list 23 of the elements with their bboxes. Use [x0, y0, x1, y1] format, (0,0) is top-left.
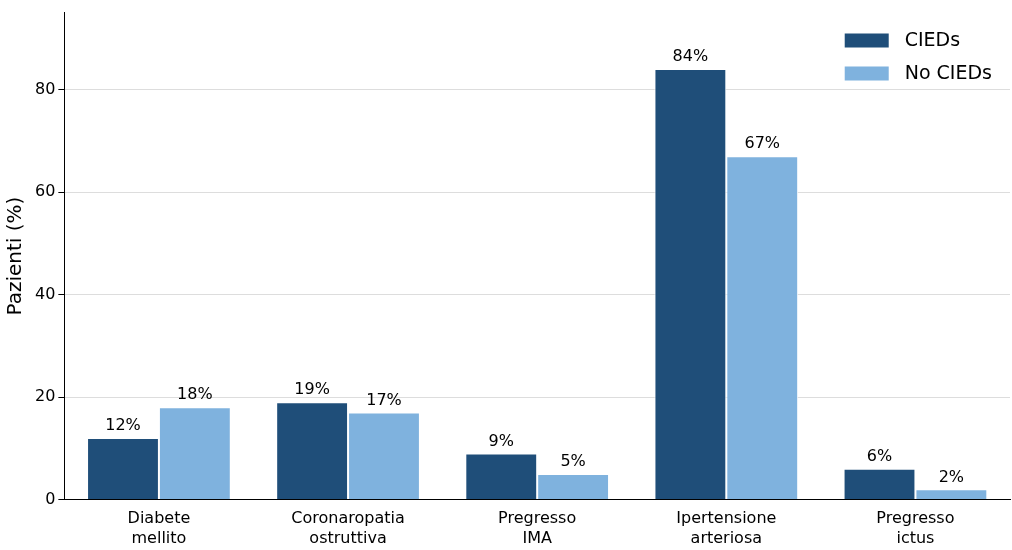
data-label: 2% — [938, 466, 965, 486]
legend-label: CIEDs — [904, 27, 961, 50]
data-label: 12% — [105, 415, 141, 435]
data-label: 18% — [177, 384, 213, 404]
y-tick-label: 60 — [35, 181, 56, 201]
x-tick-label: Pregresso IMA — [498, 508, 577, 547]
data-label: 5% — [560, 451, 586, 471]
y-tick-label: 40 — [35, 283, 56, 303]
data-label: 67% — [744, 133, 781, 153]
y-tick-label: 80 — [35, 78, 56, 98]
y-tick-label: 0 — [45, 488, 56, 508]
y-axis-title: Pazienti (%) — [2, 196, 27, 316]
x-tick-label: Diabete mellito — [127, 508, 191, 547]
data-label: 84% — [672, 46, 709, 66]
data-label: 17% — [366, 389, 402, 409]
x-tick-label: Ipertensione arteriosa — [676, 508, 777, 547]
y-tick-label: 20 — [35, 386, 56, 406]
data-label: 9% — [488, 430, 514, 450]
legend-label: No CIEDs — [904, 60, 992, 83]
x-tick-label: Coronaropatia ostruttiva — [291, 508, 405, 547]
x-tick-label: Pregresso ictus — [876, 508, 955, 547]
data-label: 19% — [294, 379, 330, 399]
data-label: 6% — [866, 446, 893, 465]
